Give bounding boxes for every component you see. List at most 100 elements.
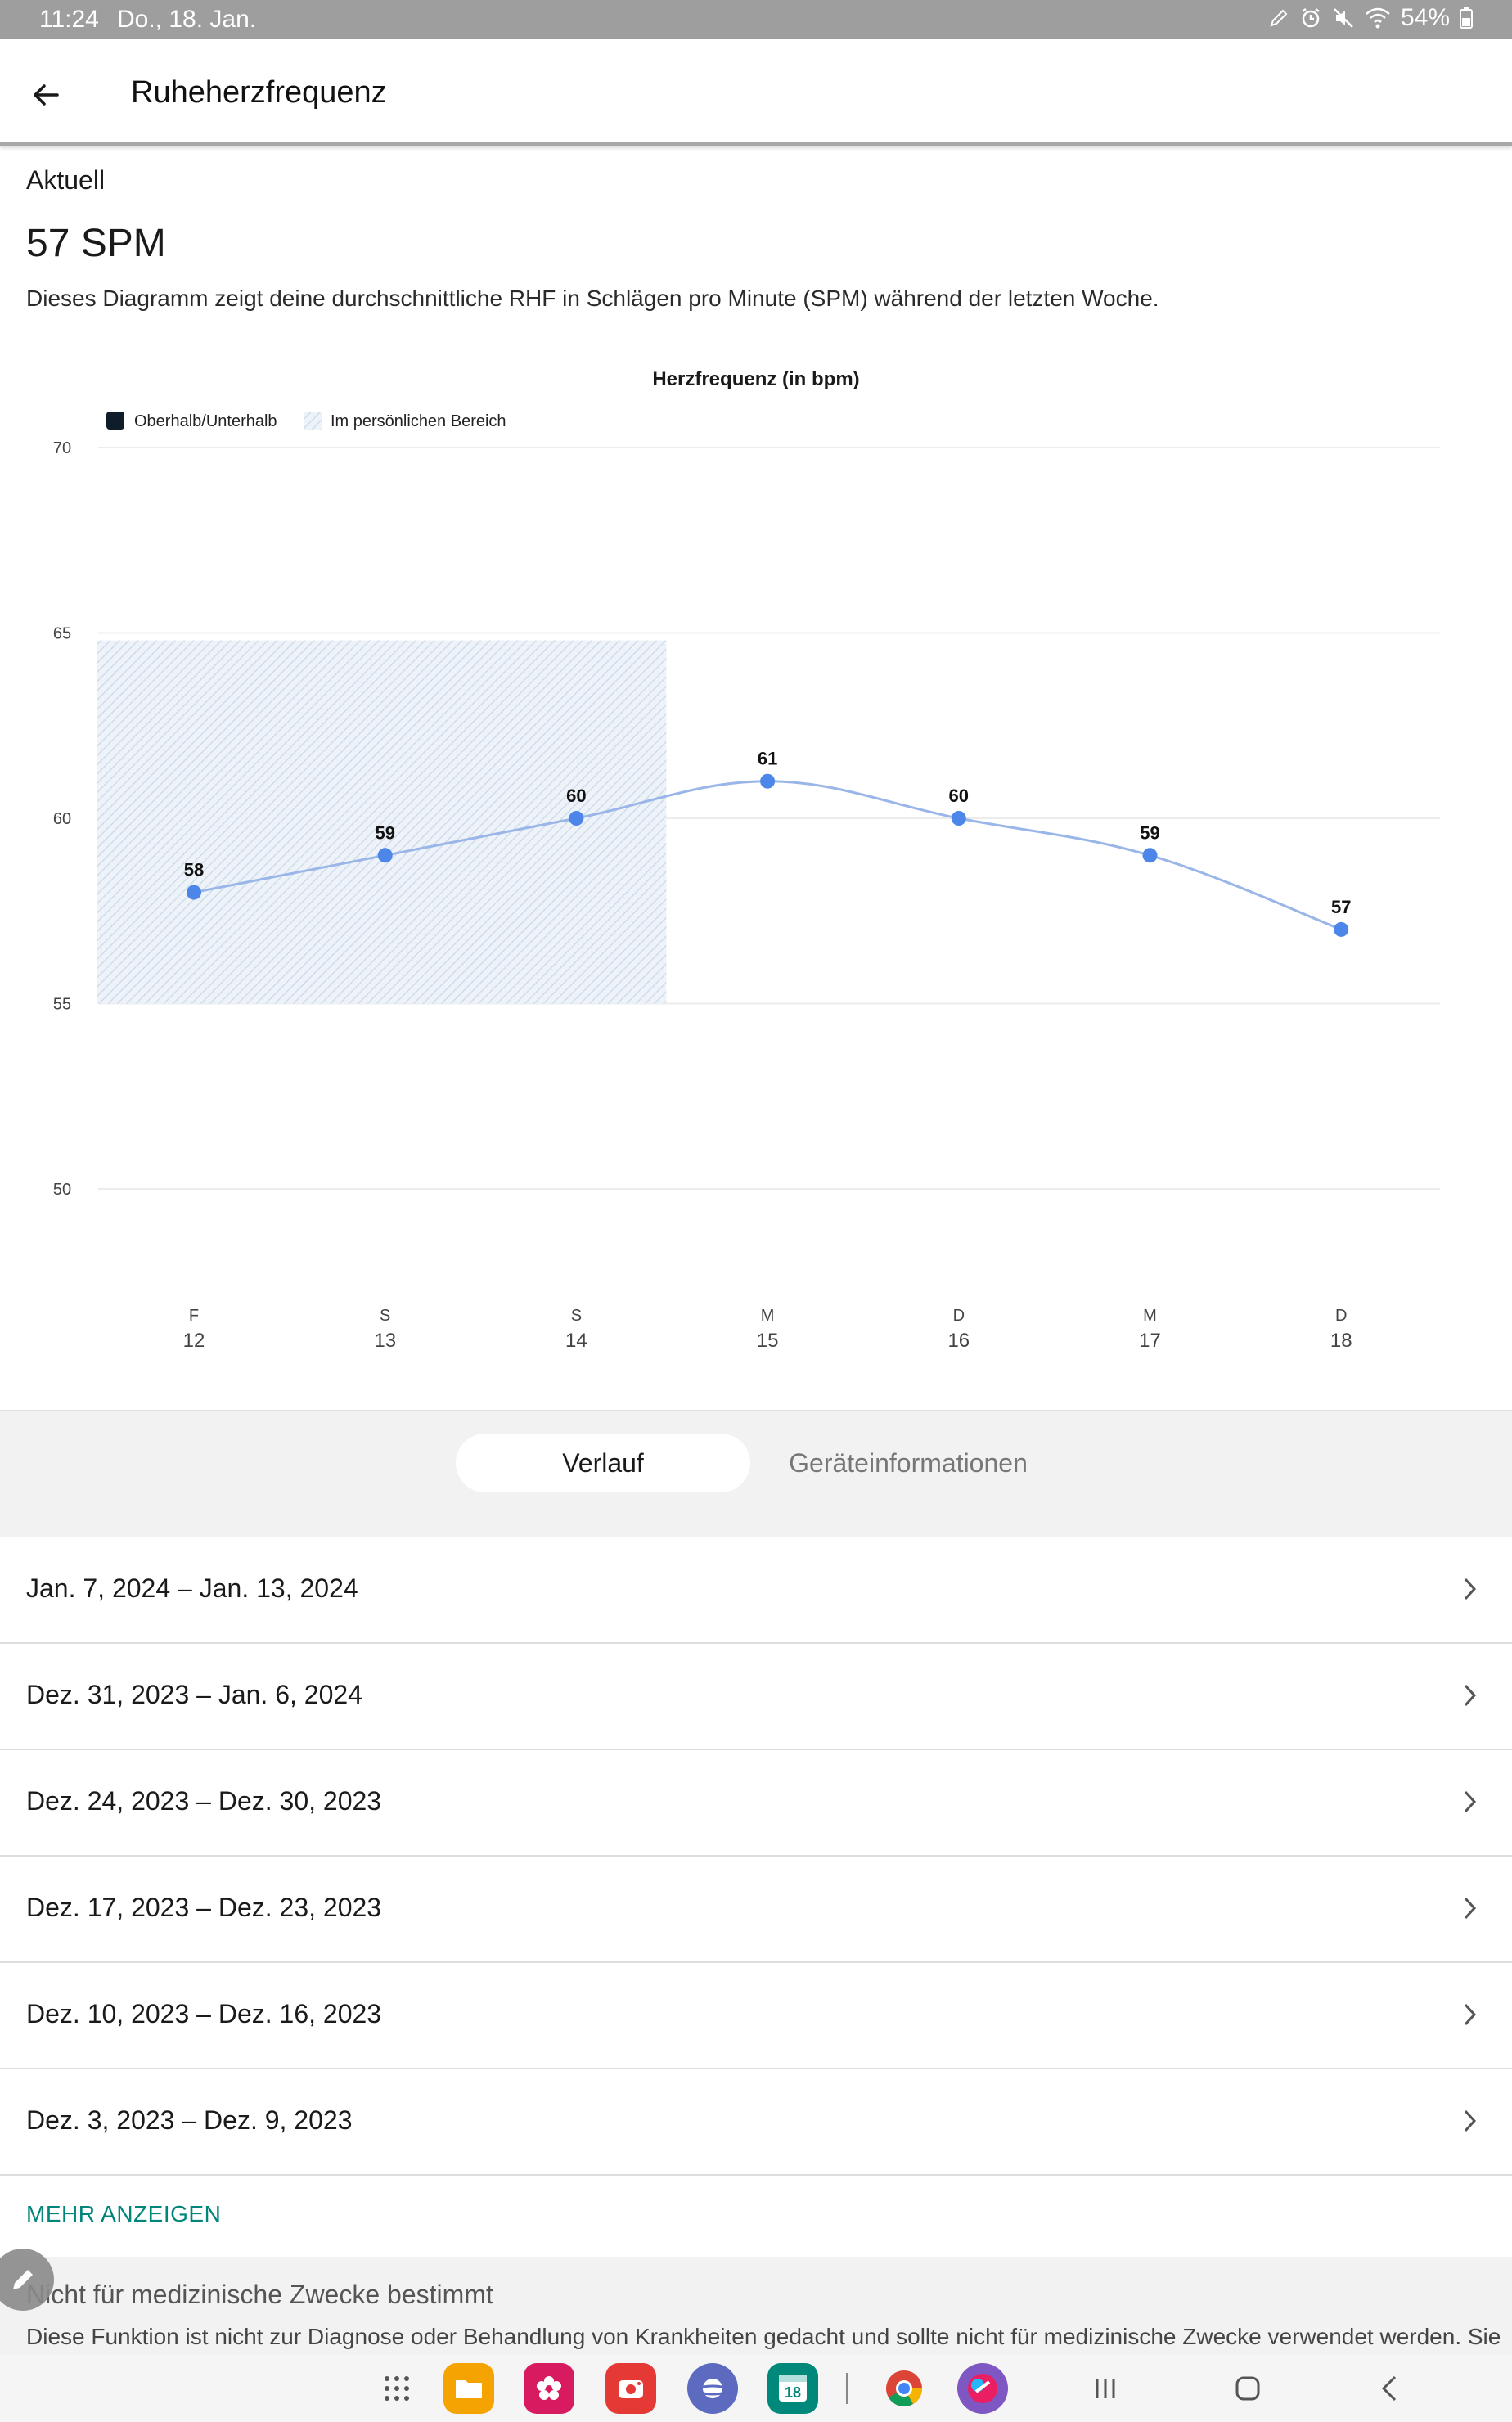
history-item[interactable]: Dez. 31, 2023 – Jan. 6, 2024 <box>0 1644 1512 1750</box>
internet-app-icon[interactable] <box>687 2363 738 2414</box>
chevron-right-icon <box>1464 1578 1477 1600</box>
y-tick-label: 65 <box>53 625 71 643</box>
history-item[interactable]: Dez. 24, 2023 – Dez. 30, 2023 <box>0 1750 1512 1857</box>
disclaimer-title: Nicht für medizinische Zwecke bestimmt <box>26 2280 493 2309</box>
tab-verlauf[interactable]: Verlauf <box>456 1434 750 1492</box>
tab-geraeteinformationen[interactable]: Geräteinformationen <box>789 1447 1028 1478</box>
x-tick-date: 14 <box>565 1330 587 1352</box>
arrow-back-icon <box>34 84 59 106</box>
grid-dots-icon <box>385 2376 409 2401</box>
folder-icon <box>456 2380 482 2398</box>
pencil-icon <box>13 2270 33 2289</box>
game-badge-icon <box>968 2374 997 2403</box>
pen-icon <box>1270 9 1288 27</box>
mute-icon <box>1334 8 1353 28</box>
app-bar: Ruheherzfrequenz <box>0 39 1512 146</box>
history-item-label: Dez. 3, 2023 – Dez. 9, 2023 <box>26 2105 353 2135</box>
page-title: Ruheherzfrequenz <box>131 75 387 110</box>
x-tick-date: 15 <box>757 1330 779 1352</box>
y-tick-label: 55 <box>53 996 71 1014</box>
app-drawer-button[interactable] <box>371 2363 422 2414</box>
data-label: 57 <box>1331 897 1351 917</box>
taskbar-divider <box>846 2373 848 2404</box>
x-tick-day: S <box>571 1307 582 1325</box>
home-button[interactable] <box>1222 2363 1273 2414</box>
status-icons: 54% <box>1268 4 1473 32</box>
status-time: 11:24 <box>39 6 99 33</box>
data-point <box>187 885 201 900</box>
x-tick-day: F <box>189 1307 199 1325</box>
legend-label-outside: Oberhalb/Unterhalb <box>134 412 277 430</box>
chevron-right-icon <box>1464 1684 1477 1707</box>
y-tick-label: 50 <box>53 1181 71 1199</box>
current-label: Aktuell <box>26 165 106 195</box>
status-bar: 11:24 Do., 18. Jan. 54% <box>0 0 1512 39</box>
battery-icon <box>1460 7 1473 29</box>
gallery-app-icon[interactable] <box>524 2363 574 2414</box>
x-tick-day: D <box>1335 1307 1347 1325</box>
chrome-icon <box>886 2370 922 2406</box>
chrome-app-icon[interactable] <box>879 2363 929 2414</box>
legend-swatch-outside <box>106 412 124 430</box>
history-item[interactable]: Jan. 7, 2024 – Jan. 13, 2024 <box>0 1537 1512 1644</box>
legend-swatch-range <box>304 412 322 430</box>
battery-percent: 54% <box>1400 4 1450 31</box>
data-point <box>760 773 776 789</box>
x-tick-date: 18 <box>1330 1330 1352 1352</box>
history-item[interactable]: Dez. 3, 2023 – Dez. 9, 2023 <box>0 2069 1512 2176</box>
chart-svg: 70 65 60 55 50 58 59 60 61 60 59 57 F 12 S 13 S 14 M 15 D 1… <box>53 368 1440 1352</box>
heart-rate-chart: 70 65 60 55 50 58 59 60 61 60 59 57 F 12 S 13 S 14 M 15 D 1… <box>0 352 1512 1407</box>
x-tick-day: S <box>380 1307 390 1325</box>
data-point <box>1334 921 1349 937</box>
recent-apps-button[interactable] <box>1080 2363 1131 2414</box>
camera-app-icon[interactable] <box>605 2363 656 2414</box>
history-item-label: Dez. 10, 2023 – Dez. 16, 2023 <box>26 1999 382 2028</box>
chevron-right-icon <box>1464 2003 1477 2026</box>
history-item[interactable]: Dez. 17, 2023 – Dez. 23, 2023 <box>0 1857 1512 1963</box>
show-more-link[interactable]: MEHR ANZEIGEN <box>26 2201 222 2226</box>
data-label: 61 <box>758 749 777 769</box>
data-point <box>951 811 966 826</box>
data-point <box>569 811 584 826</box>
history-item-label: Dez. 31, 2023 – Jan. 6, 2024 <box>26 1680 362 1709</box>
x-tick-date: 13 <box>374 1330 396 1352</box>
x-tick-day: D <box>953 1307 965 1325</box>
taskbar: 18 <box>0 2355 1512 2422</box>
recents-icon <box>1096 2379 1115 2398</box>
alarm-icon <box>1302 8 1320 28</box>
wifi-icon <box>1366 7 1390 29</box>
data-label: 60 <box>566 786 586 806</box>
x-tick-date: 12 <box>183 1330 205 1352</box>
calendar-icon: 18 <box>779 2375 807 2402</box>
edit-floating-button[interactable] <box>0 2249 54 2311</box>
data-label: 59 <box>375 822 394 843</box>
chevron-right-icon <box>1464 1897 1477 1920</box>
history-item-label: Dez. 17, 2023 – Dez. 23, 2023 <box>26 1893 382 1922</box>
data-label: 59 <box>1140 822 1159 843</box>
history-list: Jan. 7, 2024 – Jan. 13, 2024 Dez. 31, 20… <box>0 1537 1512 2176</box>
nav-back-button[interactable] <box>1365 2363 1415 2414</box>
data-point <box>377 848 393 863</box>
current-description: Dieses Diagramm zeigt deine durchschnitt… <box>26 286 1159 311</box>
y-tick-label: 70 <box>53 439 71 457</box>
disclaimer-body: Diese Funktion ist nicht zur Diagnose od… <box>26 2324 1501 2349</box>
game-app-icon[interactable] <box>957 2363 1008 2414</box>
home-icon <box>1235 2376 1260 2401</box>
calendar-day: 18 <box>785 2384 801 2401</box>
data-label: 58 <box>184 860 204 880</box>
status-date: Do., 18. Jan. <box>117 6 257 33</box>
data-point <box>1142 848 1158 863</box>
calendar-app-icon[interactable]: 18 <box>767 2363 818 2414</box>
history-item-label: Jan. 7, 2024 – Jan. 13, 2024 <box>26 1573 358 1603</box>
x-tick-date: 16 <box>947 1330 970 1352</box>
x-tick-date: 17 <box>1139 1330 1161 1352</box>
flower-icon <box>537 2376 561 2400</box>
data-label: 60 <box>949 786 969 806</box>
back-button[interactable] <box>23 72 69 118</box>
history-item[interactable]: Dez. 10, 2023 – Dez. 16, 2023 <box>0 1963 1512 2069</box>
tabs-area: Verlauf Geräteinformationen <box>0 1410 1512 1537</box>
legend-label-range: Im persönlichen Bereich <box>331 412 506 430</box>
files-app-icon[interactable] <box>443 2363 494 2414</box>
chevron-left-icon <box>1381 2375 1397 2402</box>
camera-icon <box>619 2380 643 2398</box>
